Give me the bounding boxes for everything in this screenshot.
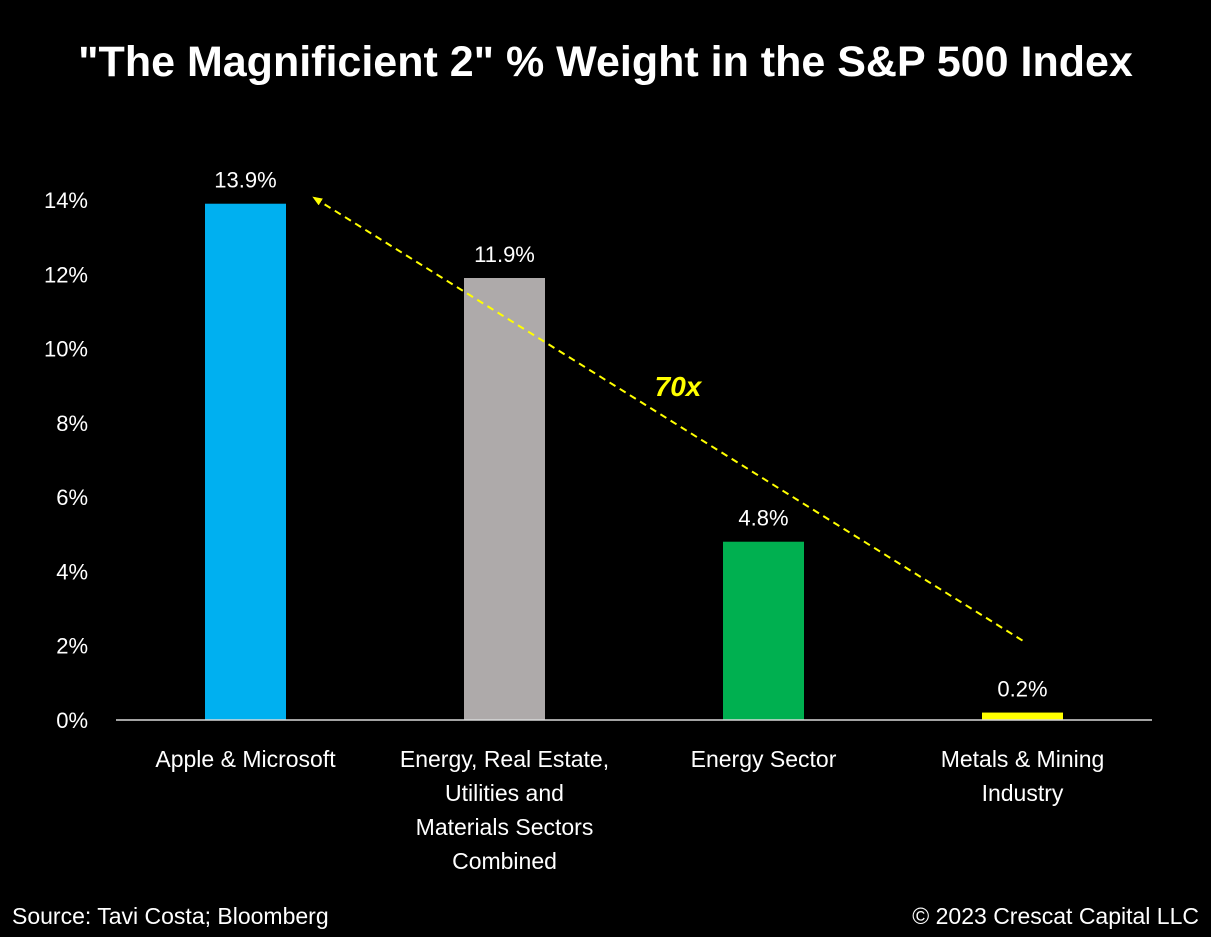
y-tick-label: 10% — [44, 337, 88, 362]
y-tick-label: 12% — [44, 262, 88, 287]
source-note: Source: Tavi Costa; Bloomberg — [12, 903, 329, 929]
data-label: 0.2% — [997, 677, 1047, 702]
data-label: 4.8% — [738, 506, 788, 531]
category-label: Energy, Real Estate, Utilities and Materia… — [400, 746, 609, 874]
data-labels: 13.9% 11.9% 4.8% 0.2% — [214, 168, 1047, 702]
bar — [723, 541, 804, 720]
y-axis: 0% 2% 4% 6% 8% 10% 12% 14% — [44, 188, 88, 733]
y-tick-label: 2% — [56, 634, 88, 659]
y-tick-label: 0% — [56, 708, 88, 733]
bar — [464, 278, 545, 720]
y-tick-label: 4% — [56, 559, 88, 584]
chart-title: "The Magnificient 2" % Weight in the S&P… — [78, 38, 1133, 86]
copyright-note: © 2023 Crescat Capital LLC — [912, 903, 1199, 929]
category-label: Metals & Mining Industry — [941, 746, 1105, 806]
data-label: 11.9% — [474, 242, 535, 267]
y-tick-label: 8% — [56, 411, 88, 436]
trend-arrow — [312, 196, 1024, 642]
category-label: Energy Sector — [691, 746, 837, 772]
y-tick-label: 14% — [44, 188, 88, 213]
annotation-70x: 70x — [655, 371, 703, 402]
bar — [982, 712, 1063, 720]
bars — [205, 203, 1063, 720]
data-label: 13.9% — [214, 168, 276, 193]
y-tick-label: 6% — [56, 485, 88, 510]
bar — [205, 203, 286, 720]
category-labels: Apple & Microsoft Energy, Real Estate, Uti… — [155, 746, 1104, 874]
category-label: Apple & Microsoft — [155, 746, 336, 772]
